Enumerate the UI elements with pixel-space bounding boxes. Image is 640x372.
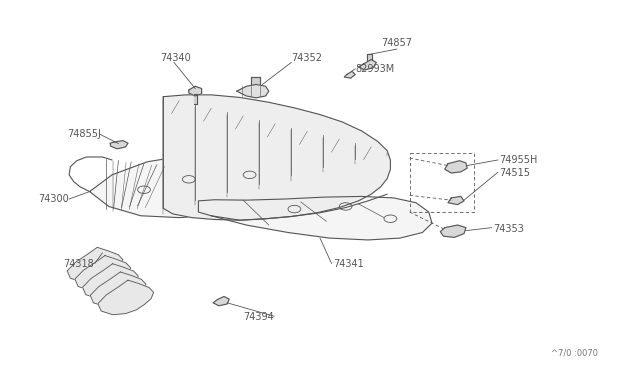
Text: 82993M: 82993M bbox=[355, 64, 394, 74]
Polygon shape bbox=[83, 264, 138, 298]
Polygon shape bbox=[344, 71, 355, 78]
Text: 74857: 74857 bbox=[381, 38, 412, 48]
Polygon shape bbox=[110, 141, 128, 149]
Polygon shape bbox=[448, 196, 464, 205]
Polygon shape bbox=[98, 280, 154, 315]
Polygon shape bbox=[358, 60, 376, 70]
Polygon shape bbox=[67, 247, 123, 282]
Polygon shape bbox=[163, 95, 390, 220]
Polygon shape bbox=[367, 54, 372, 60]
Text: 74855J: 74855J bbox=[67, 129, 101, 139]
Polygon shape bbox=[90, 272, 146, 307]
Polygon shape bbox=[194, 94, 197, 104]
Polygon shape bbox=[90, 153, 275, 218]
Text: 74955H: 74955H bbox=[499, 155, 538, 165]
Polygon shape bbox=[189, 86, 202, 96]
Text: 74341: 74341 bbox=[333, 259, 364, 269]
Text: 74353: 74353 bbox=[493, 224, 524, 234]
Text: 74394: 74394 bbox=[243, 312, 274, 322]
Text: 74340: 74340 bbox=[161, 53, 191, 63]
Polygon shape bbox=[75, 256, 131, 290]
Text: 74300: 74300 bbox=[38, 194, 69, 204]
Polygon shape bbox=[251, 77, 260, 84]
Text: 74318: 74318 bbox=[63, 259, 93, 269]
Text: 74515: 74515 bbox=[499, 168, 530, 178]
Polygon shape bbox=[237, 84, 269, 98]
Text: 74352: 74352 bbox=[291, 53, 322, 63]
Polygon shape bbox=[213, 296, 229, 306]
Polygon shape bbox=[440, 225, 466, 237]
Polygon shape bbox=[198, 196, 432, 240]
Text: ^7/0 :0070: ^7/0 :0070 bbox=[552, 348, 598, 357]
Polygon shape bbox=[445, 161, 467, 173]
